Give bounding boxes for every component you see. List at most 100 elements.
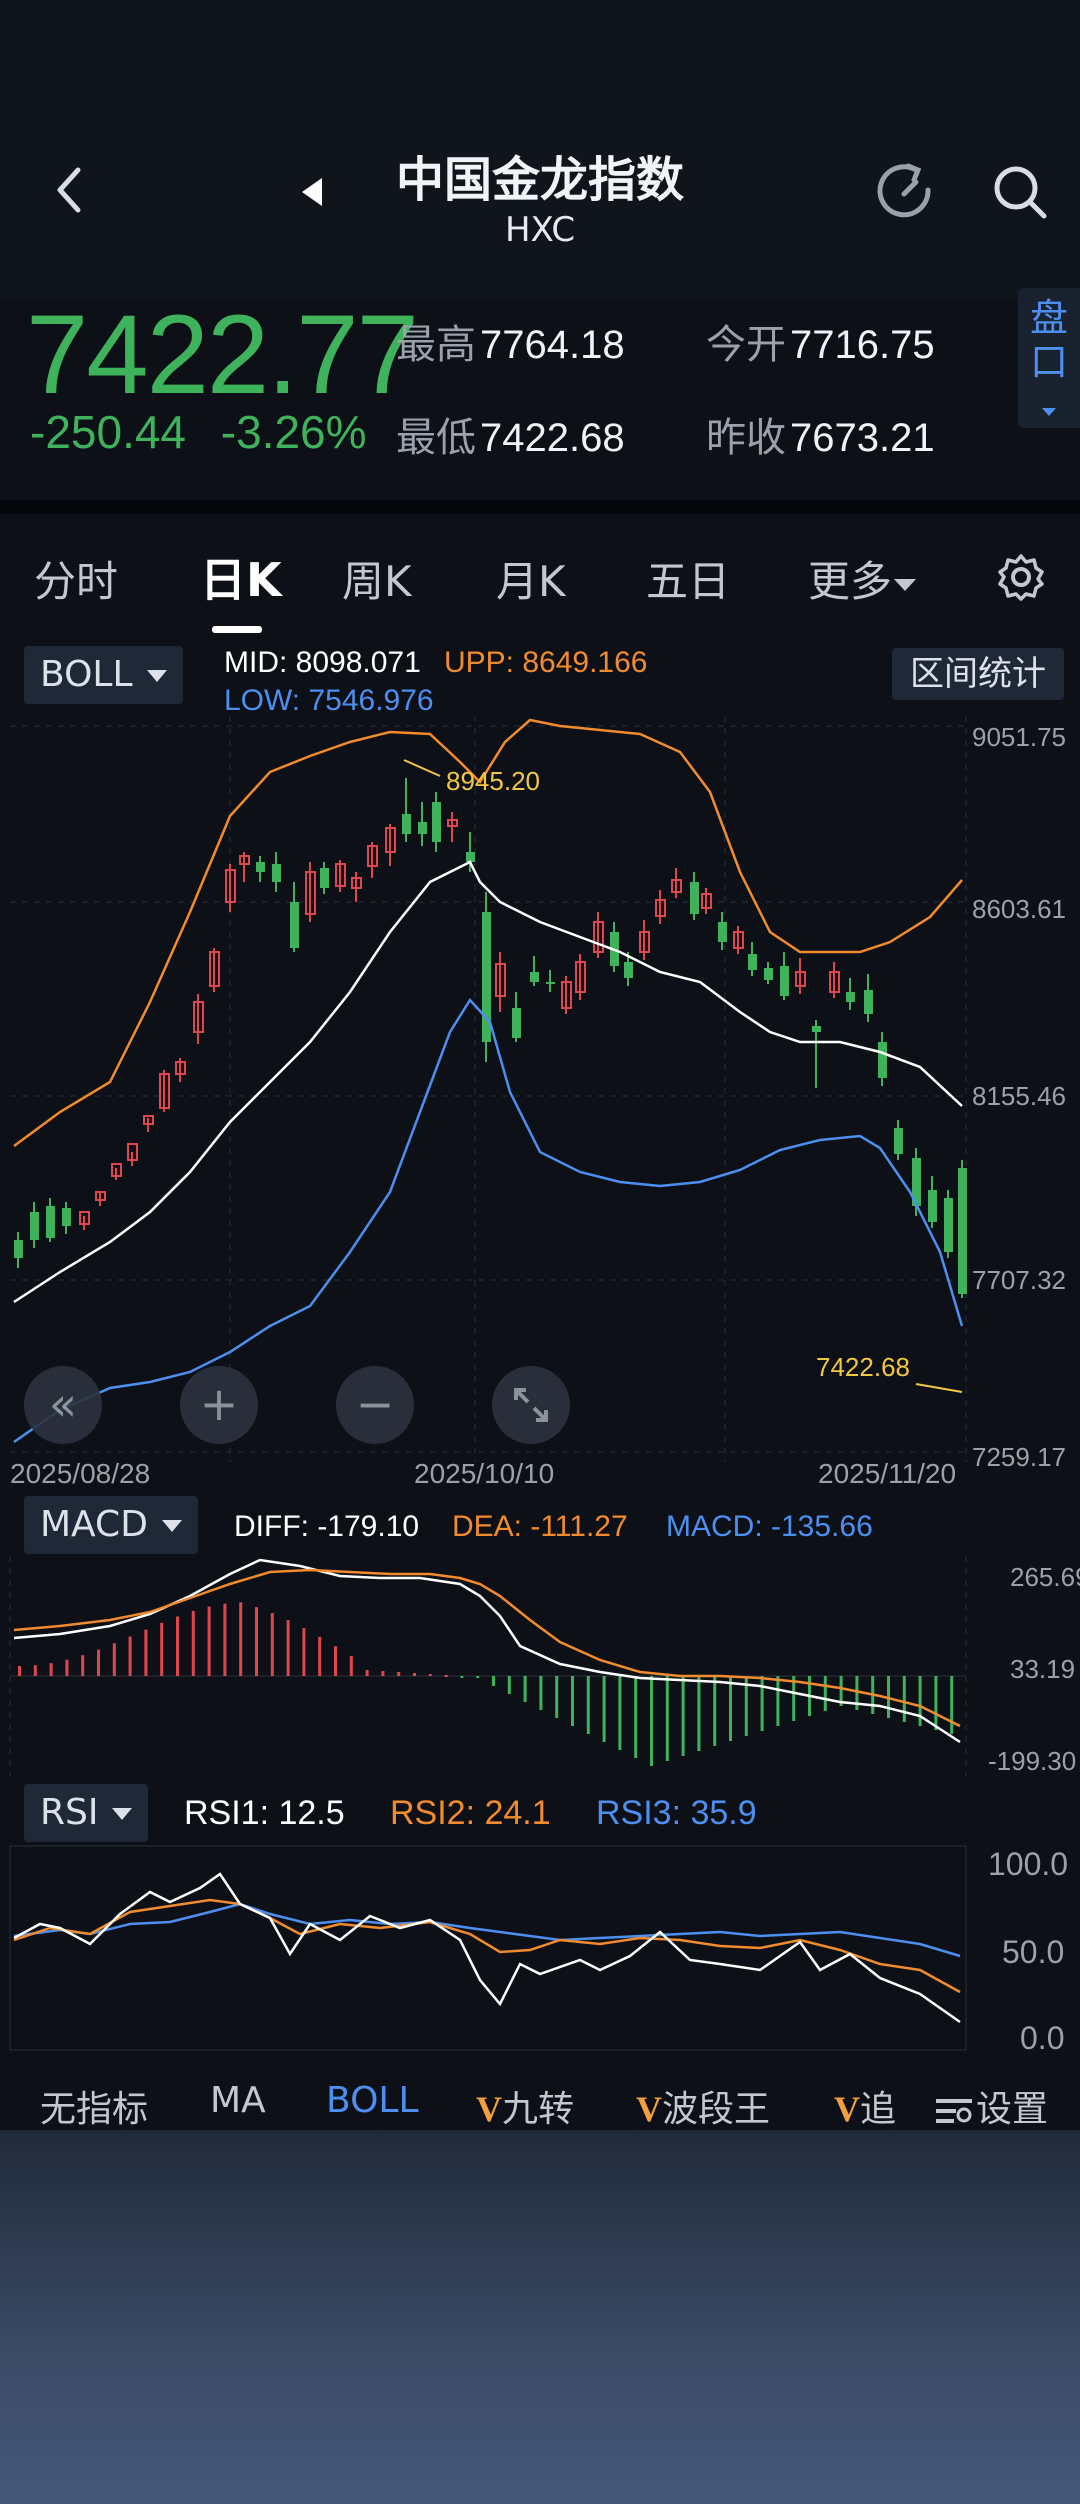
candle <box>385 827 396 853</box>
macd-bar <box>397 1672 401 1676</box>
macd-bar <box>902 1676 906 1722</box>
x-date-label: 2025/11/20 <box>818 1458 957 1489</box>
candle <box>95 1191 106 1201</box>
candle <box>764 968 773 980</box>
indicator-none[interactable]: 无指标 <box>40 2089 149 2130</box>
section-divider <box>0 500 1080 514</box>
macd-bar <box>776 1676 780 1726</box>
macd-bar <box>270 1613 274 1676</box>
rsi-indicator-selector[interactable]: RSI <box>24 1784 149 1842</box>
candle <box>748 954 757 970</box>
macd-bar <box>713 1676 717 1746</box>
zoom-in-button[interactable]: + <box>180 1366 258 1444</box>
macd-bar <box>65 1659 69 1676</box>
macd-bar <box>523 1676 527 1702</box>
tab-five-day[interactable]: 五日 <box>646 557 731 606</box>
change-percent: -3.26% <box>220 406 367 458</box>
search-button[interactable] <box>988 160 1052 224</box>
range-stats-button[interactable]: 区间统计 <box>892 648 1064 700</box>
indicator-boduanwang[interactable]: V波段王 <box>636 2089 771 2130</box>
indicator-zhui[interactable]: V追 <box>834 2089 897 2130</box>
boll-mid-line <box>13 860 963 1304</box>
pankou-button[interactable]: 盘 口 <box>1018 288 1080 428</box>
tab-intraday[interactable]: 分时 <box>34 557 119 606</box>
kline-chart[interactable]: 8945.20 7422.68 <box>0 712 1080 1492</box>
candle <box>111 1163 122 1177</box>
macd-bar <box>539 1676 543 1710</box>
caret-down-icon <box>112 1808 133 1820</box>
candle <box>733 931 744 949</box>
scroll-start-button[interactable]: « <box>24 1366 102 1444</box>
svg-text:7422.68: 7422.68 <box>816 1352 910 1382</box>
refresh-button[interactable] <box>874 160 938 224</box>
back-button[interactable] <box>50 160 100 220</box>
macd-indicator-selector[interactable]: MACD <box>24 1496 198 1554</box>
rsi3-line <box>13 1902 961 1958</box>
candle <box>143 1115 154 1125</box>
macd-bar <box>128 1636 132 1676</box>
y-label: 0.0 <box>1020 2020 1065 2056</box>
macd-bar <box>602 1676 606 1742</box>
svg-text:8945.20: 8945.20 <box>446 766 540 796</box>
sliders-icon <box>936 2099 972 2123</box>
boll-mid: MID: 8098.071 <box>224 646 421 679</box>
tab-daily-k[interactable]: 日K <box>200 553 282 607</box>
indicator-settings-button[interactable]: 设置 <box>928 2080 1049 2132</box>
rsi-chart[interactable] <box>0 1844 1080 2056</box>
macd-bar <box>634 1676 638 1758</box>
stat-open: 今开 7716.75 <box>706 322 935 368</box>
candle <box>239 855 250 865</box>
stat-prev-close: 昨收 7673.21 <box>706 415 935 461</box>
y-label: 8603.61 <box>972 894 1066 924</box>
macd-chart[interactable] <box>0 1556 1080 1776</box>
candle <box>290 902 299 948</box>
y-label: 7707.32 <box>972 1265 1066 1295</box>
candle <box>256 862 265 872</box>
macd-bar <box>555 1676 559 1718</box>
candle <box>432 802 441 842</box>
rsi1-line <box>13 1872 961 2024</box>
prev-index-button[interactable] <box>296 172 336 212</box>
candle <box>624 962 633 978</box>
candlesticks <box>14 778 967 1298</box>
indicator-jiuzhuan[interactable]: V九转 <box>476 2089 575 2130</box>
caret-down-icon <box>894 578 917 591</box>
v-icon: V <box>834 2089 860 2129</box>
macd-bar <box>81 1655 85 1676</box>
candle <box>367 845 378 867</box>
gear-icon <box>998 554 1044 601</box>
candle <box>812 1026 821 1032</box>
fullscreen-button[interactable] <box>492 1366 570 1444</box>
candle <box>305 871 316 915</box>
macd-bar <box>286 1620 290 1676</box>
chart-settings-button[interactable] <box>996 552 1046 602</box>
x-date-label: 2025/08/28 <box>10 1458 151 1489</box>
macd-bar <box>650 1676 653 1766</box>
refresh-icon <box>877 163 931 218</box>
macd-bar <box>507 1676 511 1694</box>
page-subtitle: HXC <box>504 210 576 250</box>
caret-down-icon <box>1042 408 1056 416</box>
boll-upp: UPP: 8649.166 <box>444 646 648 679</box>
macd-bar <box>191 1611 195 1676</box>
zoom-out-button[interactable]: − <box>336 1366 414 1444</box>
macd-bar <box>428 1674 432 1676</box>
candle <box>335 863 346 887</box>
candle <box>846 992 855 1002</box>
y-label: 7259.17 <box>972 1442 1066 1472</box>
tab-weekly-k[interactable]: 周K <box>342 557 412 606</box>
indicator-boll[interactable]: BOLL <box>326 2080 419 2121</box>
macd-bar <box>792 1676 796 1721</box>
price-change: -250.44 -3.26% <box>30 405 367 459</box>
y-label: -199.30 <box>988 1746 1077 1776</box>
macd-bar <box>176 1616 179 1676</box>
indicator-ma[interactable]: MA <box>210 2080 266 2121</box>
candle <box>466 852 475 862</box>
candle <box>30 1212 39 1240</box>
boll-indicator-selector[interactable]: BOLL <box>24 646 183 704</box>
tab-more[interactable]: 更多 <box>808 548 918 609</box>
low-mark: 7422.68 <box>816 1352 963 1393</box>
macd-bar <box>49 1663 53 1676</box>
macd-bar <box>144 1629 148 1676</box>
tab-monthly-k[interactable]: 月K <box>496 557 566 606</box>
